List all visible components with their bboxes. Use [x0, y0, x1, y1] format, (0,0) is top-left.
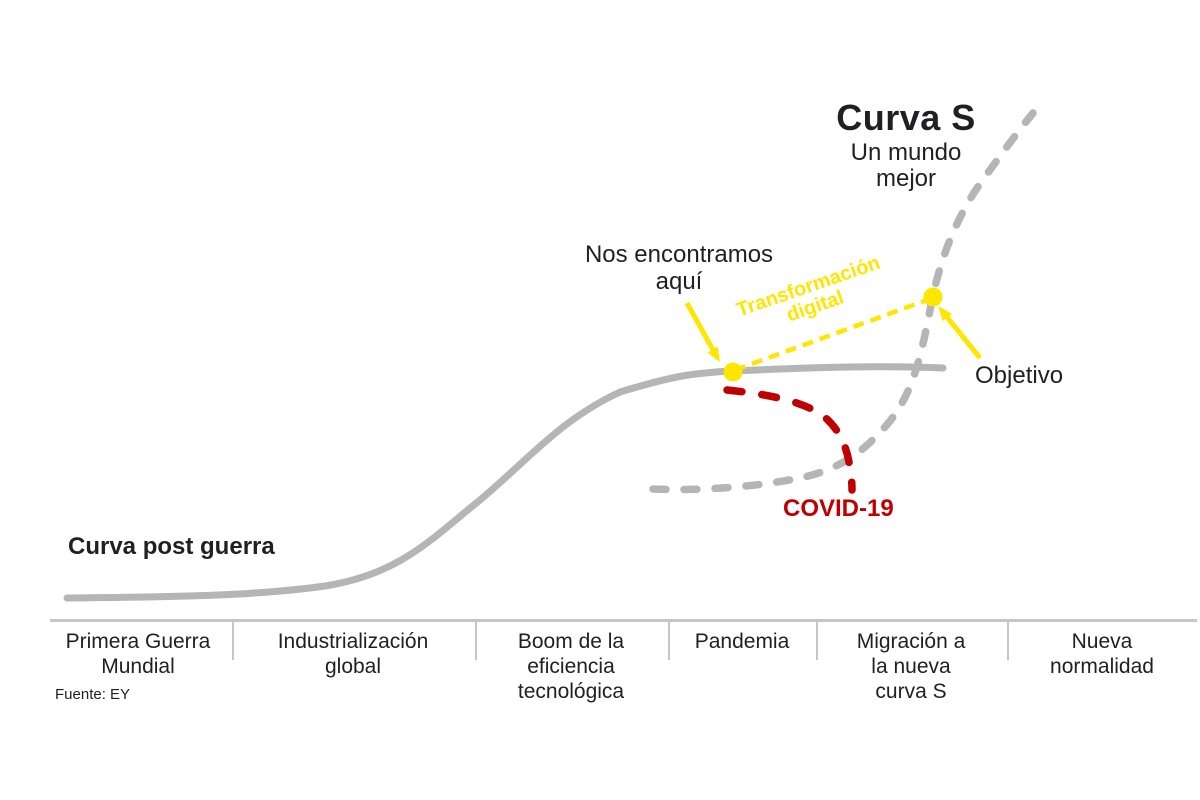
x-axis-tick — [232, 620, 234, 660]
axis-label-migracion-curva-s: Migración a la nueva curva S — [811, 629, 1011, 704]
current-position-arrow — [684, 301, 720, 363]
postwar-curve-line — [63, 363, 947, 602]
objective-label: Objetivo — [975, 362, 1064, 389]
covid-label: COVID-19 — [783, 495, 894, 522]
x-axis-line — [50, 619, 1197, 622]
x-axis-tick — [475, 620, 477, 660]
x-axis-tick — [668, 620, 670, 660]
axis-label-line: eficiencia — [527, 655, 615, 678]
page-subtitle: Un mundo mejor — [756, 140, 1056, 192]
objective-dot — [923, 287, 943, 307]
x-axis-tick — [816, 620, 818, 660]
axis-label-line: curva S — [875, 680, 947, 703]
digital-transformation-line — [734, 296, 931, 373]
current-position-line: aquí — [655, 268, 703, 295]
axis-label-line: normalidad — [1050, 655, 1154, 678]
axis-label-nueva-normalidad: Nueva normalidad — [1002, 629, 1200, 679]
axis-label-line: la nueva — [871, 655, 951, 678]
axis-label-primera-guerra-mundial: Primera Guerra Mundial — [38, 629, 238, 679]
axis-label-line: Primera Guerra — [65, 630, 211, 653]
postwar-curve-label: Curva post guerra — [68, 533, 275, 560]
x-axis-tick — [1007, 620, 1009, 660]
axis-label-line: Mundial — [101, 655, 175, 678]
page-title: Curva S — [836, 97, 976, 138]
axis-label-line: Migración a — [856, 630, 966, 653]
axis-label-line: Pandemia — [694, 630, 790, 653]
current-position-label: Nos encontramos aquí — [529, 241, 829, 295]
covid-curve-line — [723, 386, 856, 494]
current-position-line: Nos encontramos — [584, 241, 774, 268]
source-label: Fuente: EY — [55, 686, 131, 703]
axis-label-line: Boom de la — [517, 630, 625, 653]
axis-label-pandemia: Pandemia — [642, 629, 842, 654]
axis-label-industrializacion-global: Industrialización global — [253, 629, 453, 679]
axis-label-boom-eficiencia: Boom de la eficiencia tecnológica — [471, 629, 671, 704]
objective-arrow — [938, 306, 982, 360]
axis-label-line: global — [324, 655, 382, 678]
axis-label-line: tecnológica — [517, 680, 625, 703]
subtitle-line: mejor — [875, 165, 936, 192]
axis-label-line: Industrialización — [277, 630, 429, 653]
current-position-dot — [723, 362, 743, 382]
axis-label-line: Nueva — [1071, 630, 1133, 653]
subtitle-line: Un mundo — [850, 139, 962, 166]
